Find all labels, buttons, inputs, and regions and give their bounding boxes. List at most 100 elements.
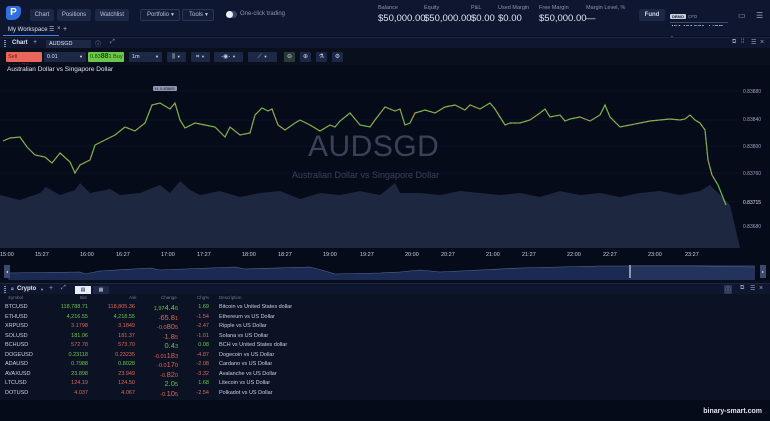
menu-icon[interactable]: ☰ (756, 11, 764, 20)
list-view-button[interactable]: ▤ (75, 286, 91, 294)
popout-icon[interactable]: ⧉ (732, 39, 737, 45)
chart-navigator[interactable]: ◂ ▸ (0, 262, 770, 280)
navigator-range-handle[interactable] (629, 265, 631, 278)
x-tick: 18:00 (242, 252, 256, 258)
navigator-right-handle[interactable]: ▸ (760, 265, 766, 278)
price-axis[interactable]: 0.83880 0.83840 0.83800 0.83760 0.83715 … (740, 65, 770, 248)
table-row[interactable]: DOGEUSD 0.23118 0.23235 -0.01183 -4.87 D… (0, 351, 770, 362)
nav-positions-button[interactable]: Positions (57, 9, 91, 21)
layout-icon[interactable]: ▭ (738, 11, 746, 20)
table-row[interactable]: AVAXUSD 23.898 23.949 -0.820 -3.32 Avala… (0, 370, 770, 381)
change-suf: 5 (174, 334, 178, 341)
table-row[interactable]: XRPUSD 3.1798 3.1849 -0.0805 -2.47 Rippl… (0, 322, 770, 333)
row-chg-pct: -1.01 (196, 332, 209, 339)
row-ask: 124.50 (118, 380, 135, 386)
x-tick: 16:27 (116, 252, 130, 258)
col-chg-pct[interactable]: Chg% (197, 295, 210, 300)
watchlist-table: Symbol Bid Ask Change Chg% Description B… (0, 294, 770, 400)
quantity-select[interactable]: 0.01 ▼ (44, 52, 86, 62)
col-description[interactable]: Description (219, 295, 242, 300)
col-change[interactable]: Change (161, 295, 177, 300)
buy-button[interactable]: 0.83881 Buy (88, 52, 124, 62)
watchlist-title[interactable]: Crypto (17, 286, 37, 292)
price-chart[interactable]: Australian Dollar vs Singapore Dollar H,… (0, 65, 770, 248)
table-row[interactable]: BCHUSD 572.78 573.70 0.43 0.08 BCH vs Un… (0, 341, 770, 352)
grid-icon[interactable]: ⁞⁞ (741, 39, 745, 45)
timeframe-select[interactable]: 1m ▼ (129, 52, 162, 62)
crosshair-button[interactable]: -◉- ▼ (214, 52, 243, 62)
footer: binary-smart.com (0, 400, 770, 421)
close-icon[interactable]: × (760, 39, 765, 46)
info-icon[interactable]: ⓘ (95, 42, 102, 48)
tools-dropdown[interactable]: Tools ▼ (182, 9, 214, 21)
col-bid[interactable]: Bid (80, 295, 87, 300)
portfolio-dropdown[interactable]: Portfolio ▼ (140, 9, 180, 21)
table-row[interactable]: ETHUSD 4,216.55 4,218.55 -65.81 -1.54 Et… (0, 313, 770, 324)
chart-panel-header: Chart + AUDSGD ⓘ ⤢ ⧉ ⁞⁞ ☰ × (0, 37, 770, 48)
table-row[interactable]: ADAUSD 0.7988 0.8028 -0.0170 -2.08 Carda… (0, 360, 770, 371)
col-ask[interactable]: Ask (129, 295, 137, 300)
lab-button[interactable]: ⚗ (316, 52, 327, 62)
chevron-down-icon[interactable]: ▼ (40, 287, 44, 292)
brand-logo-icon[interactable]: P (6, 6, 21, 20)
fund-button[interactable]: Fund (639, 9, 665, 21)
info-icon[interactable]: ⓘ (724, 285, 733, 294)
x-tick: 15:00 (0, 252, 14, 258)
x-tick: 23:27 (685, 252, 699, 258)
x-tick: 17:27 (197, 252, 211, 258)
row-symbol: ETHUSD (5, 313, 28, 320)
row-symbol: DOGEUSD (5, 351, 33, 358)
change-big: 10 (166, 388, 175, 398)
chevron-down-icon: ▼ (79, 54, 83, 59)
col-symbol[interactable]: Symbol (8, 295, 24, 300)
table-row[interactable]: BTCUSD 118,788.71 118,805.36 1,974.46 1.… (0, 303, 770, 314)
change-pre: -0.01 (154, 353, 167, 360)
grid-view-button[interactable]: ▦ (93, 286, 109, 294)
link-icon[interactable]: ⤢ (110, 39, 115, 45)
close-icon[interactable]: × (759, 285, 764, 292)
drawing-tool-button[interactable]: ⟋ ▼ (248, 52, 277, 62)
chart-type-button[interactable]: ⫼ ▼ (167, 52, 186, 62)
menu-icon[interactable]: ☰ (49, 27, 55, 33)
row-change: 0.43 (165, 341, 179, 350)
add-workspace-icon[interactable]: + (63, 26, 68, 33)
row-chg-pct: -4.87 (196, 351, 209, 358)
menu-icon[interactable]: ☰ (751, 40, 757, 46)
row-bid: 124.19 (71, 380, 88, 386)
row-symbol: SOLUSD (5, 332, 28, 339)
change-big: 82 (166, 369, 175, 379)
table-row[interactable]: LTCUSD 124.19 124.50 2.05 1.68 Litecoin … (0, 379, 770, 390)
popout-icon[interactable]: ⧉ (740, 285, 745, 291)
menu-icon[interactable]: ☰ (750, 286, 756, 292)
row-ask: 23.949 (118, 370, 135, 377)
row-chg-pct: -1.54 (196, 313, 209, 320)
table-row[interactable]: DOTUSD 4.037 4.067 -0.105 -2.54 Polkadot… (0, 388, 770, 400)
stat-label: Equity (424, 5, 440, 11)
drag-handle-icon[interactable] (4, 40, 6, 47)
time-axis[interactable]: 15:00 15:27 16:00 16:27 17:00 17:27 18:0… (0, 248, 770, 262)
zoom-out-button[interactable]: ⊖ (284, 52, 295, 62)
stat-free-margin: Free Margin $50,000.00 (539, 5, 587, 24)
close-icon[interactable]: × (57, 26, 61, 32)
indicators-button[interactable]: ⌗ ▼ (191, 52, 210, 62)
x-tick: 22:00 (567, 252, 581, 258)
row-change: -0.820 (160, 370, 178, 379)
workspace-tab[interactable]: My Workspace (8, 27, 48, 33)
settings-button[interactable]: ⚙ (332, 52, 343, 62)
add-symbol-icon[interactable]: + (49, 285, 54, 292)
nav-chart-button[interactable]: Chart (30, 9, 54, 21)
link-icon[interactable]: ⤢ (61, 285, 66, 291)
x-tick: 19:27 (360, 252, 374, 258)
table-row[interactable]: SOLUSD 181.06 181.37 -1.85 -1.01 Solana … (0, 332, 770, 343)
drag-handle-icon[interactable] (4, 286, 6, 293)
nav-watchlist-button[interactable]: Watchlist (95, 9, 129, 21)
sell-button[interactable]: Sell 0.837715 (6, 52, 42, 70)
one-click-trading-toggle[interactable] (226, 11, 237, 18)
navigator-left-handle[interactable]: ◂ (4, 265, 10, 278)
change-suf: 5 (174, 382, 178, 388)
zoom-in-button[interactable]: ⊕ (300, 52, 311, 62)
add-chart-icon[interactable]: + (33, 39, 38, 46)
symbol-input[interactable]: AUDSGD (46, 40, 91, 48)
row-description: Litecoin vs US Dollar (219, 380, 271, 386)
